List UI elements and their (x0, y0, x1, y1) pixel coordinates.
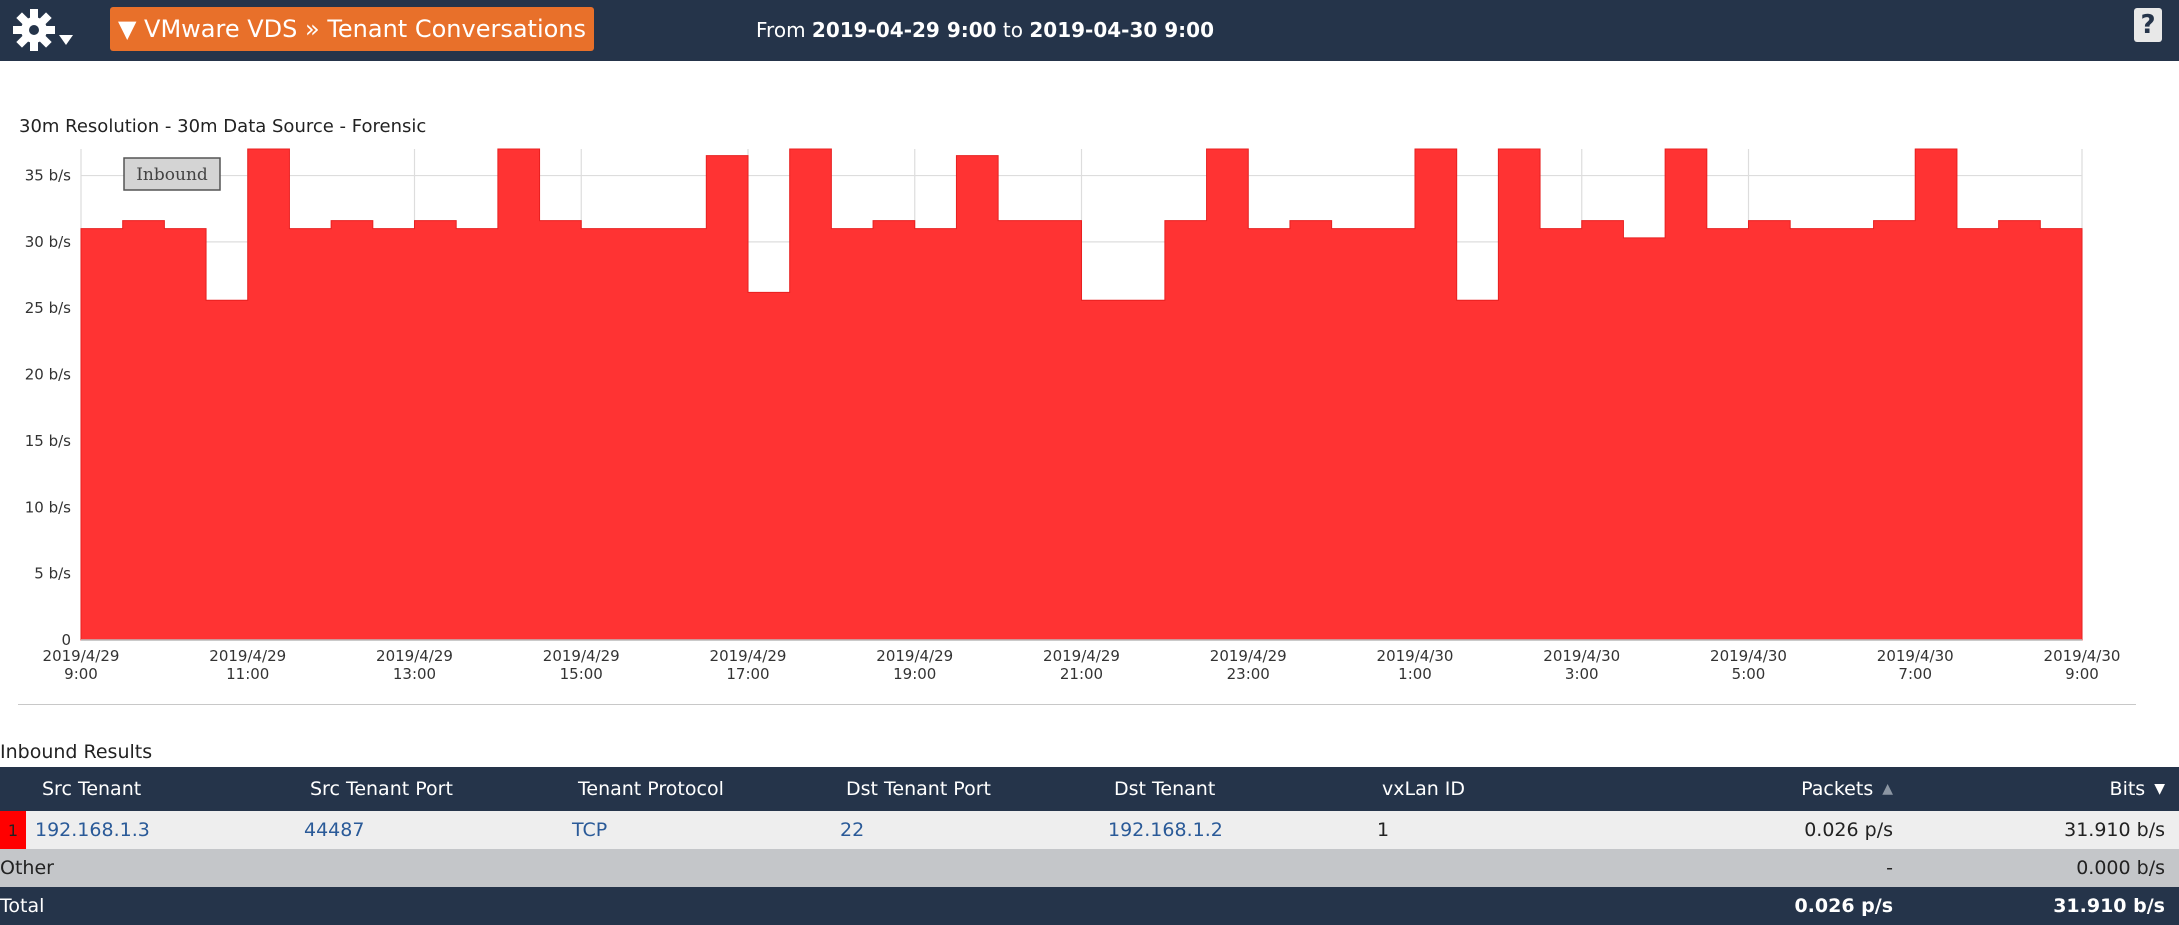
legend-label: Inbound (136, 165, 208, 185)
date-range: From 2019-04-29 9:00 to 2019-04-30 9:00 (756, 0, 1214, 61)
x-tick-label: 15:00 (560, 665, 603, 683)
x-tick-label: 9:00 (2065, 665, 2099, 683)
settings-menu-button[interactable] (12, 8, 84, 52)
other-row: Other - 0.000 b/s (0, 849, 2179, 887)
results-heading: Inbound Results (0, 741, 153, 763)
x-tick-label: 2019/4/29 (376, 647, 453, 665)
gear-icon (13, 9, 73, 51)
other-label: Other (0, 857, 54, 879)
y-tick-label: 15 b/s (25, 432, 71, 450)
chart-legend: Inbound (123, 157, 221, 191)
y-tick-label: 10 b/s (25, 498, 71, 516)
x-tick-label: 2019/4/29 (1210, 647, 1287, 665)
total-label: Total (0, 895, 45, 917)
x-tick-label: 2019/4/29 (543, 647, 620, 665)
sort-descending-icon: ▼ (2154, 781, 2165, 797)
x-tick-label: 2019/4/30 (1710, 647, 1787, 665)
report-title-menu-button[interactable]: ▼ VMware VDS » Tenant Conversations (110, 7, 594, 51)
col-src-tenant-port[interactable]: Src Tenant Port (310, 778, 453, 800)
x-tick-label: 21:00 (1060, 665, 1103, 683)
vxlan-id-value: 1 (1377, 819, 1390, 841)
dst-port-link[interactable]: 22 (840, 819, 865, 841)
col-bits[interactable]: Bits ▼ (2110, 767, 2165, 811)
from-date: 2019-04-29 9:00 (811, 18, 997, 42)
chevron-down-icon (59, 35, 73, 45)
col-dst-tenant-port[interactable]: Dst Tenant Port (846, 778, 991, 800)
protocol-link[interactable]: TCP (572, 819, 608, 841)
chart-axes: 0 5 b/s 10 b/s 15 b/s 20 b/s 25 b/s 30 b/s 35 b… (25, 167, 2121, 683)
y-tick-label: 20 b/s (25, 366, 71, 384)
y-tick-label: 0 (61, 631, 71, 649)
other-packets: - (1886, 857, 1893, 879)
chart-separator (18, 704, 2136, 705)
to-date: 2019-04-30 9:00 (1029, 18, 1214, 42)
x-tick-label: 9:00 (64, 665, 98, 683)
y-tick-label: 5 b/s (34, 565, 71, 583)
col-packets-label: Packets (1801, 778, 1874, 800)
total-bits: 31.910 b/s (2053, 895, 2165, 917)
dst-tenant-link[interactable]: 192.168.1.2 (1108, 819, 1223, 841)
sort-icon: ▲ (1882, 781, 1893, 797)
x-tick-label: 11:00 (226, 665, 269, 683)
total-packets: 0.026 p/s (1794, 895, 1893, 917)
col-src-tenant[interactable]: Src Tenant (42, 778, 142, 800)
x-tick-label: 2019/4/29 (710, 647, 787, 665)
x-tick-label: 2019/4/30 (2044, 647, 2121, 665)
from-label: From (756, 18, 806, 42)
table-header-row: Src Tenant Src Tenant Port Tenant Protoc… (0, 767, 2179, 811)
src-tenant-link[interactable]: 192.168.1.3 (35, 819, 150, 841)
src-port-link[interactable]: 44487 (304, 819, 365, 841)
x-tick-label: 17:00 (726, 665, 769, 683)
rank-badge: 1 (0, 811, 26, 849)
x-tick-label: 2019/4/29 (1043, 647, 1120, 665)
y-tick-label: 25 b/s (25, 299, 71, 317)
chart-plot-area (80, 148, 2083, 641)
bits-value: 31.910 b/s (2064, 819, 2165, 841)
packets-value: 0.026 p/s (1804, 819, 1893, 841)
x-tick-label: 2019/4/29 (43, 647, 120, 665)
x-tick-label: 3:00 (1565, 665, 1599, 683)
col-dst-tenant[interactable]: Dst Tenant (1114, 778, 1216, 800)
col-bits-label: Bits (2109, 778, 2146, 800)
x-tick-label: 5:00 (1732, 665, 1766, 683)
x-tick-label: 1:00 (1398, 665, 1432, 683)
x-tick-label: 2019/4/30 (1543, 647, 1620, 665)
x-tick-label: 13:00 (393, 665, 436, 683)
y-tick-label: 30 b/s (25, 233, 71, 251)
top-bar: ▼ VMware VDS » Tenant Conversations From… (0, 0, 2179, 61)
chart-title: 30m Resolution - 30m Data Source - Foren… (19, 116, 427, 137)
y-tick-label: 35 b/s (25, 167, 71, 185)
col-tenant-protocol[interactable]: Tenant Protocol (578, 778, 724, 800)
x-tick-label: 2019/4/30 (1877, 647, 1954, 665)
results-table: Src Tenant Src Tenant Port Tenant Protoc… (0, 767, 2179, 925)
x-tick-label: 2019/4/29 (209, 647, 286, 665)
x-tick-label: 2019/4/29 (876, 647, 953, 665)
x-tick-label: 2019/4/30 (1377, 647, 1454, 665)
col-packets[interactable]: Packets ▲ (1801, 767, 1893, 811)
table-row: 1 192.168.1.3 44487 TCP 22 192.168.1.2 1… (0, 811, 2179, 849)
col-vxlan-id[interactable]: vxLan ID (1382, 778, 1466, 800)
x-tick-label: 19:00 (893, 665, 936, 683)
series-area-inbound (80, 148, 2083, 641)
to-label: to (1002, 18, 1023, 42)
x-tick-label: 23:00 (1227, 665, 1270, 683)
legend-item-inbound[interactable]: Inbound (123, 157, 221, 191)
total-row: Total 0.026 p/s 31.910 b/s (0, 887, 2179, 925)
help-button[interactable]: ? (2134, 8, 2162, 42)
x-tick-label: 7:00 (1898, 665, 1932, 683)
other-bits: 0.000 b/s (2076, 857, 2165, 879)
traffic-chart: 0 5 b/s 10 b/s 15 b/s 20 b/s 25 b/s 30 b/s 35 b… (25, 148, 2121, 683)
